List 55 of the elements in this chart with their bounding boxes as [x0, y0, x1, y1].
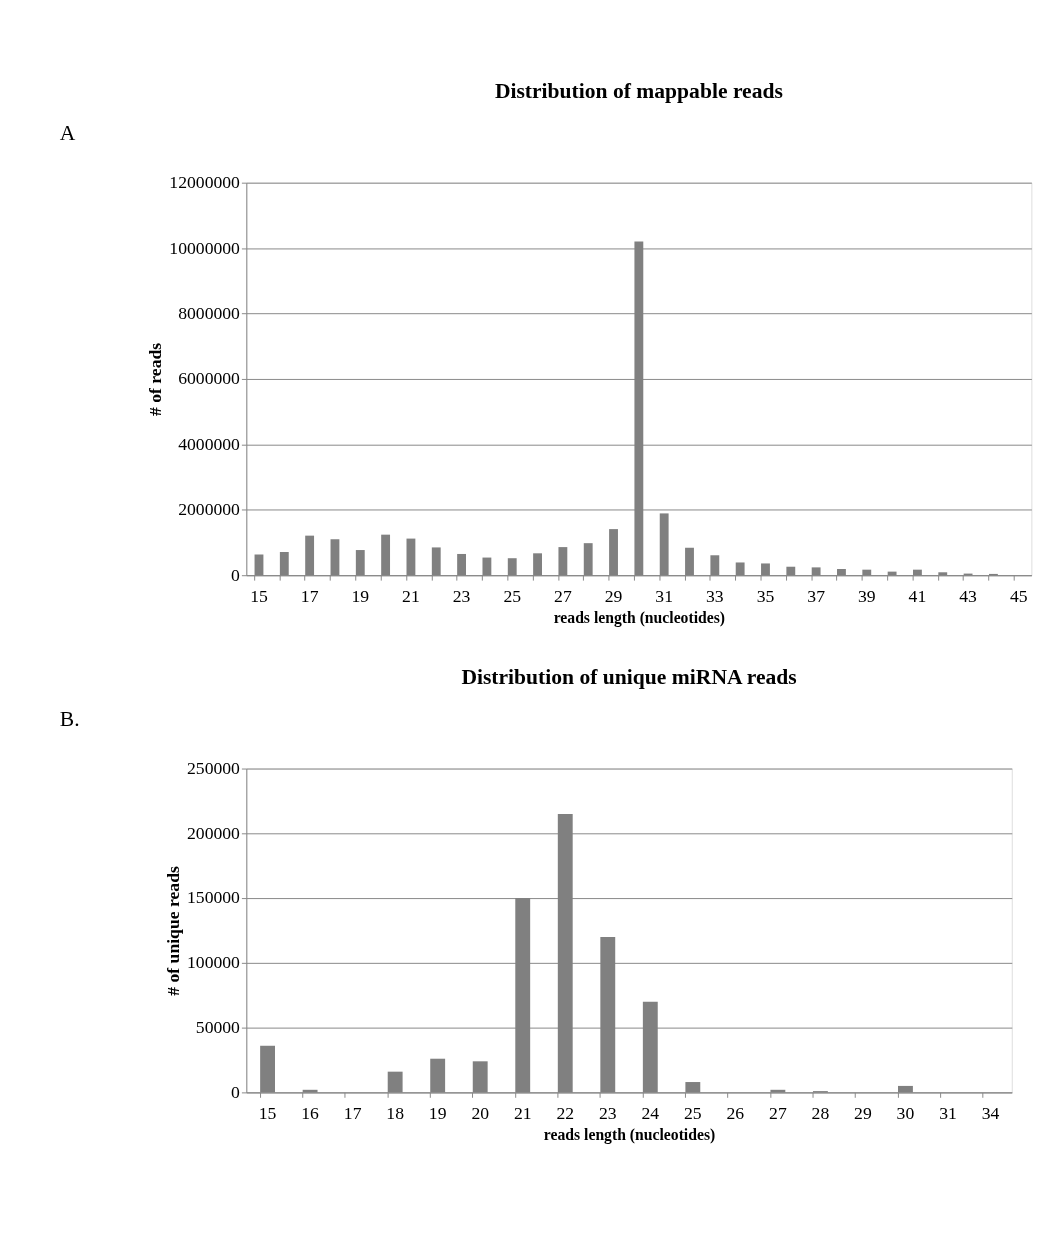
x-tick-label: 17	[300, 586, 319, 607]
x-tick-label: 33	[706, 586, 724, 607]
x-tick-label: 22	[556, 1103, 575, 1124]
x-tick-label: 39	[857, 586, 876, 607]
x-tick-label: 34	[981, 1103, 1000, 1124]
x-axis-title: reads length (nucleotides)	[553, 608, 726, 627]
x-tick-label: 20	[471, 1103, 490, 1124]
y-tick-label: 150000	[186, 887, 241, 908]
y-tick-label: 4000000	[178, 433, 241, 454]
x-tick-label: 25	[684, 1103, 702, 1124]
x-tick-label: 23	[452, 586, 471, 607]
x-tick-label: 26	[726, 1103, 745, 1124]
x-tick-label: 43	[959, 586, 978, 607]
x-tick-label: 37	[807, 586, 826, 607]
x-tick-label: 31	[655, 586, 674, 607]
x-tick-label: 23	[598, 1103, 617, 1124]
x-tick-label: 41	[908, 586, 927, 607]
x-tick-label: 27	[769, 1103, 787, 1124]
y-tick-label: 100000	[186, 952, 241, 973]
x-tick-label: 19	[428, 1103, 447, 1124]
y-tick-label: 12000000	[169, 172, 241, 193]
x-tick-label: 29	[854, 1103, 872, 1124]
x-tick-label: 28	[811, 1103, 830, 1124]
y-tick-label: 0	[231, 564, 241, 585]
y-tick-label: 8000000	[178, 302, 241, 323]
y-tick-label: 10000000	[169, 237, 241, 258]
x-axis-title: reads length (nucleotides)	[543, 1125, 716, 1144]
x-tick-label: 19	[351, 586, 370, 607]
y-axis-title: # of reads	[145, 342, 166, 417]
text: B.	[59, 707, 80, 732]
y-tick-label: 250000	[186, 757, 241, 778]
x-tick-label: 15	[250, 586, 268, 607]
chart-title: Distribution of mappable reads	[494, 79, 783, 104]
x-tick-label: 21	[513, 1103, 532, 1124]
y-tick-label: 50000	[195, 1017, 241, 1038]
x-tick-label: 45	[1009, 586, 1028, 607]
x-tick-label: 16	[301, 1103, 320, 1124]
x-tick-label: 15	[258, 1103, 277, 1124]
x-tick-label: 25	[503, 586, 522, 607]
x-tick-label: 24	[641, 1103, 660, 1124]
y-tick-label: 6000000	[178, 368, 241, 389]
x-tick-label: 27	[554, 586, 572, 607]
x-tick-label: 18	[386, 1103, 405, 1124]
x-tick-label: 17	[343, 1103, 362, 1124]
y-tick-label: 2000000	[178, 499, 241, 520]
x-tick-label: 29	[604, 586, 623, 607]
y-axis-title: # of unique reads	[163, 866, 184, 996]
x-tick-label: 35	[756, 586, 775, 607]
y-tick-label: 0	[231, 1081, 241, 1102]
chart-title: Distribution of unique miRNA reads	[461, 665, 797, 690]
y-tick-label: 200000	[186, 822, 241, 843]
x-tick-label: 31	[939, 1103, 957, 1124]
x-tick-label: 21	[402, 586, 420, 607]
x-tick-label: 30	[896, 1103, 915, 1124]
text: A	[59, 121, 76, 146]
